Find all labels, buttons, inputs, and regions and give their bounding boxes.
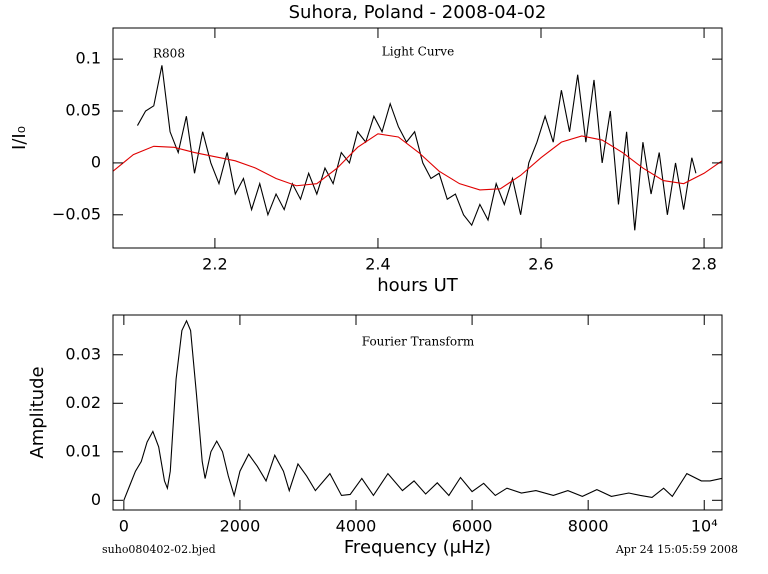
- x-tick-label: 2.8: [691, 255, 716, 274]
- footer-file: suho080402-02.bjed: [102, 543, 216, 556]
- plot-frame: [112, 27, 723, 249]
- y-tick-label: 0.1: [76, 49, 101, 68]
- footer-date: Apr 24 15:05:59 2008: [615, 543, 738, 556]
- annotation: Light Curve: [382, 45, 454, 59]
- x-tick-label: 0: [119, 517, 129, 536]
- x-tick-label: 10⁴: [691, 517, 718, 536]
- y-tick-label: −0.05: [52, 204, 101, 223]
- y-tick-label: 0: [91, 490, 101, 509]
- annotation: R808: [153, 47, 185, 61]
- x-tick-label: 6000: [452, 517, 493, 536]
- x-tick-label: 2.6: [528, 255, 553, 274]
- y-tick-label: 0.01: [65, 441, 101, 460]
- x-tick-label: 8000: [568, 517, 609, 536]
- data-line: [136, 65, 697, 231]
- y-axis-label: Amplitude: [27, 366, 48, 458]
- x-axis-label: Frequency (μHz): [344, 537, 491, 558]
- y-axis-label: I/I₀: [9, 126, 30, 150]
- y-tick-label: 0: [91, 152, 101, 171]
- x-tick-label: 4000: [336, 517, 377, 536]
- data-line: [123, 319, 722, 501]
- annotation: Fourier Transform: [362, 335, 475, 349]
- chart-title: Suhora, Poland - 2008-04-02: [289, 2, 547, 23]
- data-line: [113, 133, 722, 191]
- plot-frame: [112, 314, 723, 511]
- y-tick-label: 0.05: [65, 101, 101, 120]
- y-tick-label: 0.03: [65, 344, 101, 363]
- x-tick-label: 2000: [220, 517, 261, 536]
- x-tick-label: 2.2: [202, 255, 227, 274]
- x-tick-label: 2.4: [365, 255, 390, 274]
- x-axis-label: hours UT: [377, 275, 459, 296]
- y-tick-label: 0.02: [65, 393, 101, 412]
